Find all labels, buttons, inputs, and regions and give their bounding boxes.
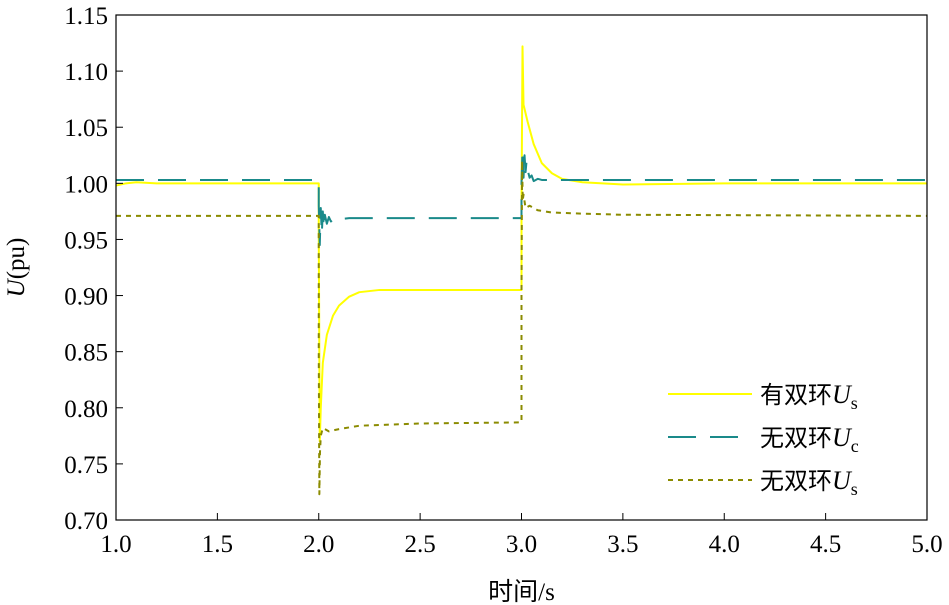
x-tick-label: 4.0 bbox=[709, 531, 740, 558]
y-tick-label: 1.10 bbox=[64, 59, 108, 86]
legend: 有双环Us 无双环Uc 无双环Us bbox=[668, 380, 859, 499]
y-tick-label: 0.90 bbox=[64, 284, 108, 311]
y-axis-title: U(pu) bbox=[3, 238, 30, 298]
x-tick-label: 4.5 bbox=[810, 531, 841, 558]
legend-label-2: 无双环Uc bbox=[760, 423, 859, 456]
x-axis-title: 时间/s bbox=[488, 578, 555, 605]
y-tick-label: 0.70 bbox=[64, 508, 108, 535]
legend-label-3: 无双环Us bbox=[760, 466, 858, 499]
x-tick-label: 5.0 bbox=[911, 531, 942, 558]
x-tick-label: 1.5 bbox=[202, 531, 233, 558]
y-tick-label: 0.75 bbox=[64, 452, 108, 479]
x-tick-label: 3.5 bbox=[607, 531, 638, 558]
y-tick-label: 1.00 bbox=[64, 171, 108, 198]
y-tick-label: 1.15 bbox=[64, 3, 108, 30]
y-tick-label: 0.85 bbox=[64, 340, 108, 367]
y-tick-label: 1.05 bbox=[64, 115, 108, 142]
series-line-3 bbox=[116, 159, 928, 496]
x-tick-label: 3.0 bbox=[506, 531, 537, 558]
x-tick-label: 1.0 bbox=[100, 531, 131, 558]
ticks-layer: 1.0 1.5 2.0 2.5 3.0 3.5 4.0 4.5 5.0 0.70 0.75 0.80 0… bbox=[64, 3, 942, 558]
legend-label-1: 有双环Us bbox=[760, 380, 858, 413]
y-axis-unit: (pu) bbox=[3, 238, 30, 280]
x-tick-label: 2.5 bbox=[405, 531, 436, 558]
series-layer bbox=[115, 45, 928, 496]
y-axis-symbol: U bbox=[3, 277, 30, 297]
y-tick-label: 0.95 bbox=[64, 227, 108, 254]
x-tick-label: 2.0 bbox=[303, 531, 334, 558]
y-tick-label: 0.80 bbox=[64, 396, 108, 423]
series-line-2 bbox=[116, 148, 927, 247]
